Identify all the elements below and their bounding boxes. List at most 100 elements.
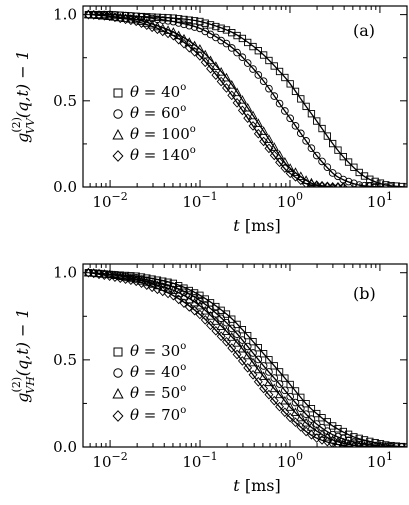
data-point — [227, 324, 236, 333]
data-point — [111, 11, 119, 19]
data-point — [301, 417, 311, 427]
x-tick-label: 10−2 — [92, 450, 127, 471]
data-point — [110, 272, 120, 282]
data-point — [275, 157, 285, 168]
data-point — [89, 268, 99, 279]
data-point — [323, 163, 332, 171]
data-point — [338, 440, 348, 447]
data-point — [94, 269, 104, 280]
x-axis-label: t [ms] — [233, 476, 280, 495]
y-axis-label: g(2)VH(q,t) − 1 — [10, 308, 37, 402]
y-tick-label: 0.0 — [53, 178, 77, 196]
data-point — [206, 21, 215, 29]
data-point — [259, 77, 268, 85]
data-point — [285, 412, 295, 423]
data-point — [307, 144, 316, 153]
data-point — [291, 417, 300, 428]
data-point — [259, 362, 268, 370]
data-point — [201, 295, 209, 303]
fit-line — [90, 272, 353, 447]
data-point — [253, 364, 263, 374]
data-point — [179, 38, 189, 49]
data-point — [158, 23, 168, 33]
data-point — [286, 114, 294, 123]
data-point — [168, 30, 178, 41]
data-point — [322, 181, 332, 187]
data-point — [269, 142, 279, 151]
data-point — [185, 21, 194, 30]
data-point — [227, 44, 236, 52]
data-point — [265, 56, 273, 65]
data-point — [248, 357, 258, 367]
data-point — [206, 63, 215, 74]
plot-area — [83, 267, 407, 447]
data-point — [243, 350, 253, 360]
data-point — [232, 98, 242, 108]
legend-label: θ = 40o — [130, 362, 186, 381]
data-point — [275, 67, 284, 76]
legend-label: θ = 30o — [130, 341, 186, 360]
data-point — [248, 121, 258, 131]
data-point — [115, 273, 125, 283]
data-point — [169, 17, 178, 26]
data-point — [206, 320, 215, 331]
legend-label: θ = 140o — [130, 145, 196, 164]
data-point — [302, 410, 310, 418]
data-point — [296, 422, 306, 432]
data-point — [253, 118, 263, 128]
data-point — [233, 330, 241, 339]
data-point — [174, 288, 184, 298]
data-point — [152, 24, 162, 35]
data-point — [312, 180, 322, 187]
data-point — [264, 134, 274, 143]
data-point — [291, 398, 300, 407]
panel-b: 10−2 10−1 100 101 0.0 0.5 1.0 t [ms] g(2)VH(q,t)… — [10, 263, 408, 495]
y-tick-label: 1.0 — [53, 6, 77, 24]
data-point — [307, 404, 316, 413]
data-point — [328, 430, 337, 439]
data-point — [180, 15, 188, 24]
panel-a: 10−2 10−1 100 101 0.0 0.5 1.0 t [ms] g(2)VV(q,t)… — [10, 5, 408, 235]
data-point — [397, 443, 406, 447]
y-tick-label: 0.5 — [53, 92, 77, 110]
data-point — [318, 157, 326, 166]
data-point — [89, 10, 99, 20]
data-point — [291, 122, 300, 130]
data-point — [302, 102, 310, 111]
data-point — [286, 80, 294, 88]
data-point — [318, 414, 326, 422]
data-point — [361, 441, 368, 447]
legend-label: θ = 60o — [130, 103, 186, 122]
data-point — [163, 28, 173, 39]
y-tick-label: 1.0 — [53, 264, 77, 282]
data-point — [270, 92, 279, 100]
data-point — [227, 80, 237, 89]
legend-label: θ = 40o — [130, 82, 186, 101]
data-point — [249, 65, 257, 73]
data-point — [381, 183, 390, 187]
data-point — [317, 429, 327, 438]
data-point — [211, 316, 221, 325]
panel-label: (b) — [353, 284, 376, 303]
data-point — [94, 10, 104, 21]
data-point — [164, 16, 172, 25]
x-tick-label: 100 — [277, 450, 303, 471]
data-point — [254, 344, 262, 352]
data-point — [216, 321, 226, 330]
data-point — [269, 395, 279, 406]
data-point — [313, 117, 321, 125]
data-point — [244, 331, 252, 340]
data-point — [254, 71, 263, 79]
legend-marker-square — [113, 347, 123, 357]
data-point — [243, 102, 253, 112]
data-point — [270, 374, 279, 382]
data-point — [217, 306, 225, 314]
data-point — [328, 169, 337, 177]
legend-label: θ = 50o — [130, 383, 186, 402]
data-point — [253, 128, 263, 139]
data-point — [291, 171, 300, 182]
data-point — [275, 368, 284, 376]
data-point — [179, 291, 189, 301]
legend-marker-triangle — [112, 387, 124, 399]
data-point — [296, 175, 306, 186]
